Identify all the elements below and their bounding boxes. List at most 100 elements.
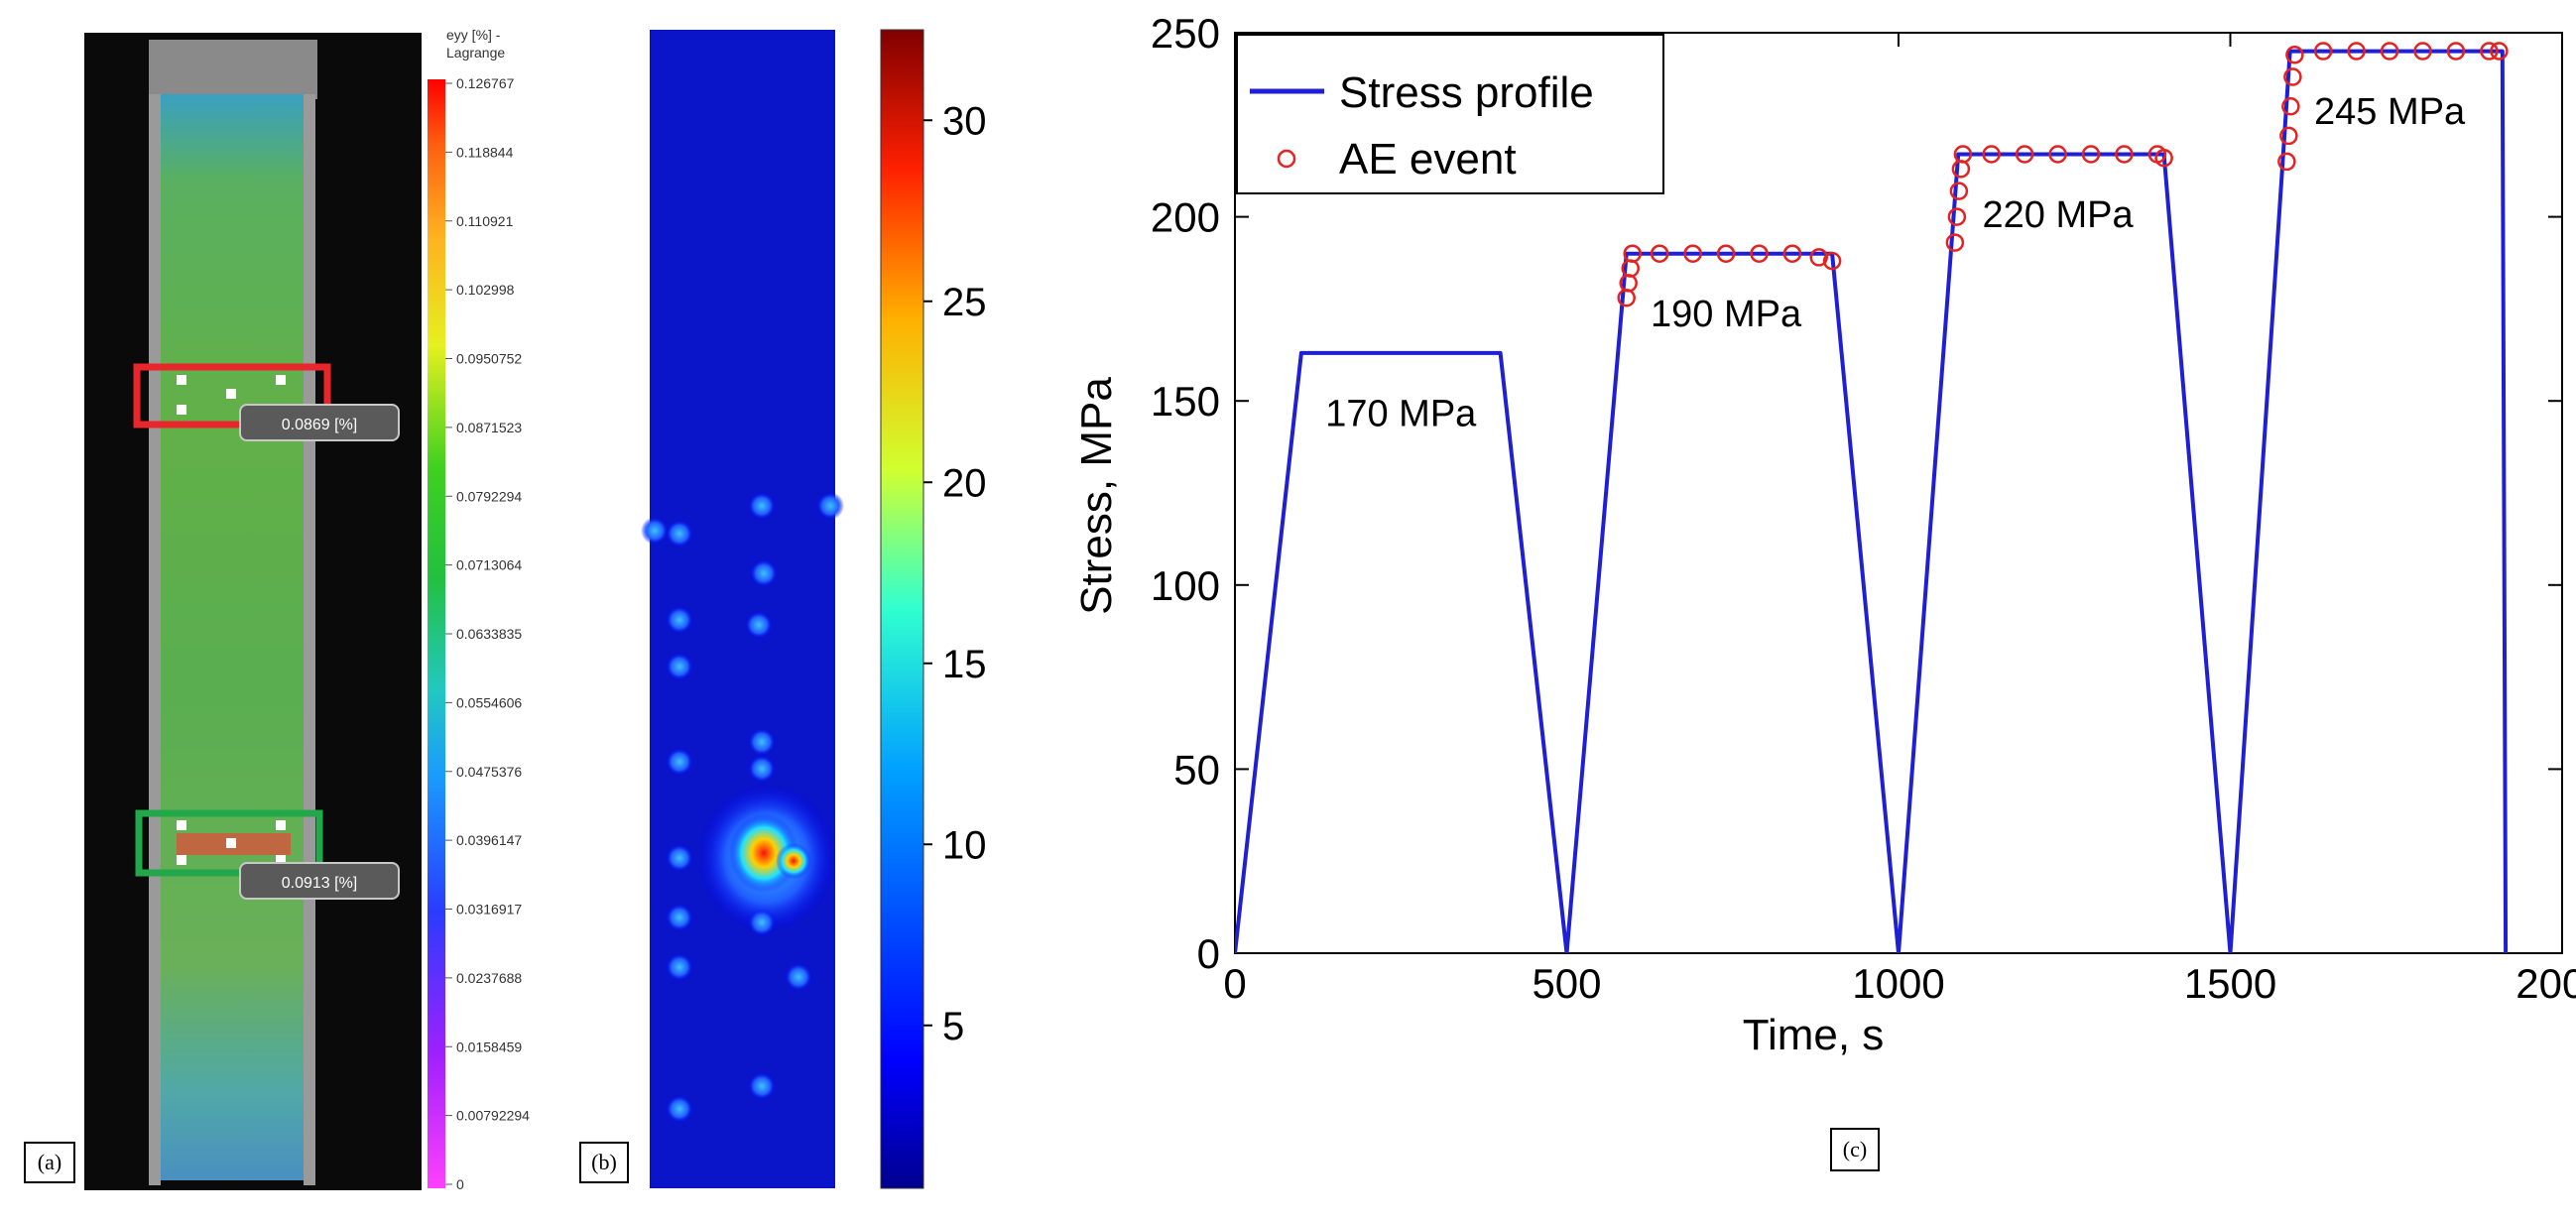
y-tick-label: 100	[1151, 562, 1220, 609]
specimen-edge-right	[304, 94, 315, 1185]
ae-event-marker	[2413, 42, 2432, 61]
annotations: 170 MPa 190 MPa 220 MPa 245 MPa	[1325, 91, 2466, 434]
ae-event-marker	[1822, 251, 1842, 271]
dic-colorbar-tick-label: 0	[456, 1176, 464, 1192]
dic-colorbar-title-2: Lagrange	[446, 45, 505, 61]
legend-label: AE event	[1339, 135, 1517, 183]
x-tick-label: 1000	[1852, 960, 1944, 1007]
ae-colorbar	[880, 29, 924, 1189]
ae-event-marker	[2279, 126, 2298, 146]
series-markers-ae-event	[1617, 42, 2509, 307]
ae-spot	[666, 904, 693, 931]
ae-event-marker	[1623, 244, 1642, 263]
dic-colorbar-tick-label: 0.0633835	[456, 626, 522, 642]
ae-event-marker	[2081, 145, 2101, 164]
dic-colorbar-tick-label: 0.126767	[456, 75, 515, 91]
ae-colorbar-tick-label: 30	[942, 99, 987, 143]
y-tick-label: 200	[1151, 194, 1220, 241]
roi-handle[interactable]	[276, 375, 286, 385]
roi-tooltip-top	[239, 404, 400, 441]
ae-event-marker	[2281, 96, 2300, 116]
roi-box-bottom[interactable]	[135, 809, 323, 877]
roi-handle[interactable]	[177, 375, 186, 385]
ae-spot	[748, 1072, 776, 1100]
roi-handle[interactable]	[177, 820, 186, 830]
dic-colorbar-tick-label: 0.0792294	[456, 488, 522, 504]
stress-level-annotation: 170 MPa	[1325, 393, 1477, 434]
ae-event-marker	[2048, 145, 2067, 164]
dic-colorbar-tick-label: 0.0396147	[456, 832, 522, 848]
ae-spot	[666, 606, 693, 634]
x-tick-label: 1500	[2184, 960, 2276, 1007]
ae-event-marker	[1809, 248, 1828, 267]
ae-hotspot-core	[776, 843, 811, 879]
y-tick-label: 50	[1173, 746, 1220, 793]
ae-spot	[748, 909, 776, 936]
roi-handle[interactable]	[226, 838, 236, 848]
panel-b: 30 25 20 15 10 5 (b)	[579, 29, 987, 1189]
roi-handle[interactable]	[276, 855, 286, 865]
dic-colorbar-title: eyy [%] -	[446, 27, 501, 43]
ae-spot	[816, 492, 844, 520]
x-axis-label: Time, s	[1743, 1011, 1885, 1059]
dic-colorbar-tick-label: 0.102998	[456, 282, 515, 298]
ae-spot	[666, 748, 693, 776]
ae-event-marker	[1949, 182, 1969, 200]
panel-c: 0500100015002000050100150200250 170 MPa1…	[1072, 10, 2576, 1171]
panel-label: (a)	[38, 1150, 61, 1174]
ae-colorbar-tick-label: 5	[942, 1005, 964, 1048]
ae-spot	[666, 844, 693, 872]
ae-event-marker	[1982, 145, 2001, 164]
dic-colorbar-tick-label: 0.0713064	[456, 557, 522, 573]
ae-event-marker	[2313, 42, 2333, 61]
dic-colorbar-tick-label: 0.118844	[456, 144, 514, 160]
dic-colorbar-tick-label: 0.0158459	[456, 1039, 522, 1054]
roi-handle[interactable]	[177, 855, 186, 865]
dic-colorbar	[428, 79, 445, 1188]
ae-event-marker	[1650, 244, 1669, 263]
ae-spot	[666, 520, 693, 548]
panel-label: (c)	[1843, 1137, 1867, 1162]
panel-label-box	[1830, 1128, 1880, 1171]
ae-event-marker	[2015, 145, 2034, 164]
roi-handle[interactable]	[226, 389, 236, 399]
roi-bottom-value: 0.0913 [%]	[282, 875, 358, 892]
y-axis-label: Stress, MPa	[1072, 377, 1121, 615]
roi-tooltip-bottom	[239, 862, 400, 900]
dic-colorbar-tick-label: 0.00792294	[456, 1108, 530, 1124]
dic-colorbar-tick-label: 0.0316917	[456, 902, 522, 917]
x-tick-label: 500	[1532, 960, 1601, 1007]
ae-spot	[748, 728, 776, 756]
panel-label: (b)	[591, 1150, 617, 1174]
ae-spot	[641, 517, 669, 545]
y-tick-label: 250	[1151, 10, 1220, 57]
ae-event-marker	[2285, 46, 2304, 64]
specimen-edge-left	[149, 94, 161, 1185]
ae-spot	[666, 953, 693, 981]
ae-event-marker	[2115, 145, 2134, 164]
ae-event-marker	[1716, 244, 1736, 263]
panel-label-box	[579, 1142, 629, 1183]
roi-handle[interactable]	[177, 405, 186, 415]
legend	[1236, 34, 1664, 194]
ae-spots	[641, 492, 844, 1123]
dic-colorbar-tick-label: 0.0475376	[456, 764, 522, 780]
ae-event-marker	[2283, 67, 2302, 86]
roi-handle[interactable]	[276, 820, 286, 830]
specimen-surface	[159, 94, 307, 1180]
ae-spot	[748, 492, 776, 520]
stress-level-annotation: 220 MPa	[1983, 194, 2135, 236]
specimen-grip	[149, 40, 317, 99]
stress-level-annotation: 245 MPa	[2314, 91, 2466, 133]
ae-event-marker	[2277, 152, 2296, 172]
dic-colorbar-tick-label: 0.0950752	[456, 351, 522, 367]
ae-spot	[785, 963, 812, 991]
roi-top-value: 0.0869 [%]	[282, 417, 358, 433]
panel-a: 0.0869 [%] 0.0913 [%] eyy [%] - Lagrange…	[24, 27, 530, 1192]
dic-colorbar-tick-label: 0.0554606	[456, 694, 522, 710]
legend-label: Stress profile	[1339, 68, 1594, 117]
roi-box-top[interactable]	[133, 363, 331, 428]
ae-event-marker	[2380, 42, 2399, 61]
ae-spot	[666, 653, 693, 680]
